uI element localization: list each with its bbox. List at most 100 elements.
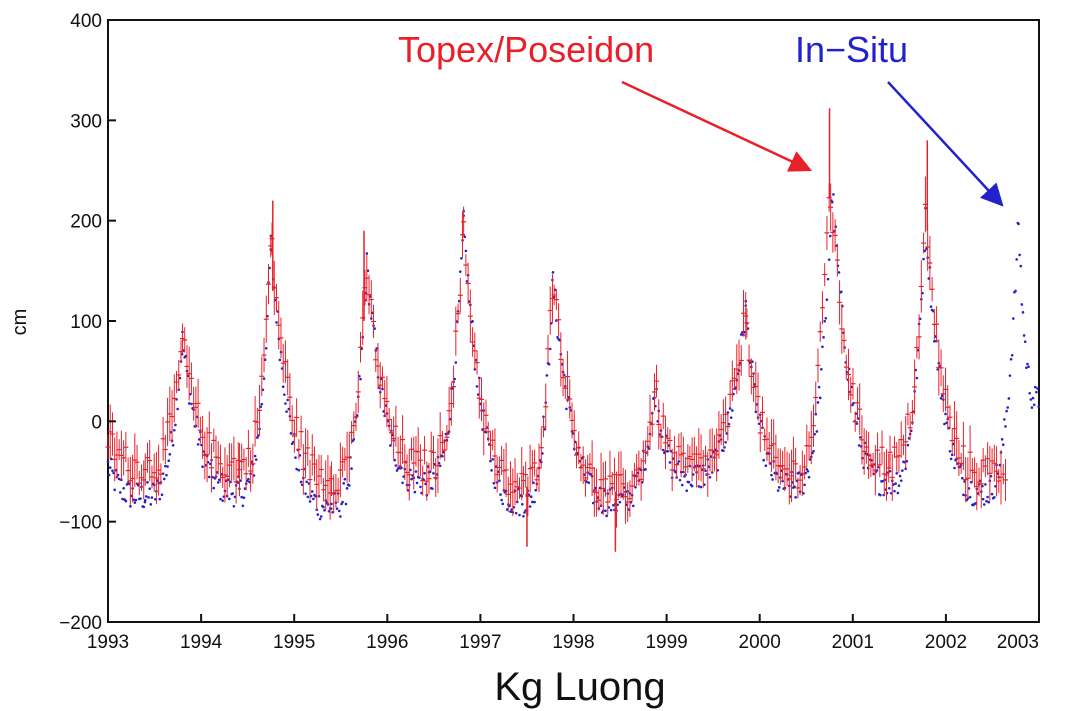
topex-point bbox=[460, 212, 466, 258]
topex-point bbox=[233, 460, 239, 504]
topex-point bbox=[709, 428, 715, 473]
topex-point bbox=[746, 344, 752, 376]
topex-point bbox=[771, 419, 777, 469]
topex-point bbox=[282, 340, 288, 383]
plot-frame bbox=[107, 19, 1040, 623]
in-situ-point bbox=[253, 454, 257, 458]
in-situ-point bbox=[708, 475, 712, 479]
topex-point bbox=[662, 416, 668, 469]
in-situ-point bbox=[899, 479, 903, 482]
in-situ-point bbox=[1005, 409, 1008, 413]
in-situ-arrow bbox=[887, 81, 1004, 207]
in-situ-point bbox=[523, 511, 526, 514]
topex-point bbox=[909, 399, 915, 426]
topex-point bbox=[213, 435, 219, 479]
x-tick-label: 1994 bbox=[180, 632, 223, 653]
in-situ-point bbox=[858, 436, 862, 439]
topex-point bbox=[766, 431, 772, 465]
topex-point bbox=[202, 431, 208, 480]
topex-point bbox=[379, 366, 385, 389]
in-situ-point bbox=[728, 407, 732, 410]
topex-point bbox=[499, 445, 505, 476]
topex-point bbox=[929, 276, 935, 302]
topex-point bbox=[705, 451, 711, 497]
in-situ-point bbox=[322, 505, 325, 509]
topex-point bbox=[335, 477, 341, 503]
in-situ-point bbox=[348, 484, 351, 487]
topex-point bbox=[839, 304, 845, 354]
in-situ-point bbox=[968, 495, 972, 499]
topex-point bbox=[481, 402, 487, 456]
in-situ-point bbox=[471, 320, 474, 323]
topex-point bbox=[211, 428, 217, 453]
topex-point bbox=[153, 452, 159, 504]
in-situ-point bbox=[699, 485, 703, 489]
topex-point bbox=[114, 431, 120, 479]
topex-point bbox=[743, 292, 749, 340]
topex-point bbox=[703, 445, 709, 467]
topex-point bbox=[160, 416, 166, 461]
topex-point bbox=[945, 385, 951, 430]
in-situ-point bbox=[933, 339, 936, 343]
x-tick-label: 1993 bbox=[87, 632, 129, 653]
topex-point bbox=[243, 457, 249, 491]
axes-layer: −200 −100 0 100 200 300 400 1993 1994 1995 1996 199… bbox=[59, 11, 1040, 653]
topex-point bbox=[974, 462, 980, 511]
in-situ-point bbox=[762, 458, 765, 462]
in-situ-point bbox=[148, 487, 152, 490]
topex-point bbox=[793, 447, 799, 480]
in-situ-point bbox=[262, 377, 266, 380]
in-situ-point bbox=[879, 493, 882, 497]
topex-point bbox=[647, 394, 653, 450]
topex-point bbox=[764, 417, 770, 462]
topex-point bbox=[587, 453, 593, 476]
in-situ-point bbox=[609, 508, 613, 512]
topex-point bbox=[991, 444, 997, 482]
in-situ-point bbox=[489, 459, 492, 463]
y-tick-label: 300 bbox=[70, 111, 102, 132]
in-situ-point bbox=[410, 477, 413, 481]
in-situ-point bbox=[121, 497, 124, 501]
in-situ-point bbox=[501, 502, 505, 506]
topex-point bbox=[551, 284, 557, 306]
topex-point bbox=[442, 438, 448, 462]
topex-point bbox=[877, 452, 883, 478]
in-situ-point bbox=[981, 497, 985, 501]
topex-point bbox=[857, 383, 863, 435]
in-situ-point bbox=[824, 316, 828, 320]
in-situ-point bbox=[666, 449, 670, 453]
in-situ-point bbox=[547, 362, 551, 366]
topex-point bbox=[371, 304, 377, 339]
in-situ-point bbox=[906, 443, 910, 447]
topex-point bbox=[859, 415, 865, 465]
topex-point bbox=[118, 430, 124, 480]
topex-point bbox=[802, 454, 808, 480]
topex-point bbox=[357, 332, 363, 363]
topex-point bbox=[134, 444, 140, 480]
topex-point bbox=[386, 408, 392, 432]
in-situ-point bbox=[777, 486, 781, 489]
in-situ-point bbox=[294, 456, 297, 459]
topex-arrow bbox=[621, 80, 813, 172]
in-situ-point bbox=[432, 472, 435, 475]
topex-point bbox=[257, 384, 263, 436]
topex-point bbox=[266, 264, 272, 305]
topex-point bbox=[289, 405, 295, 436]
in-situ-point bbox=[286, 398, 289, 402]
in-situ-point bbox=[111, 469, 114, 472]
in-situ-point bbox=[1014, 289, 1017, 293]
in-situ-point bbox=[814, 412, 818, 416]
in-situ-point bbox=[1032, 403, 1036, 407]
topex-point bbox=[186, 346, 192, 401]
in-situ-point bbox=[687, 480, 691, 484]
in-situ-point bbox=[990, 492, 994, 496]
topex-point bbox=[815, 348, 821, 383]
topex-point bbox=[337, 442, 343, 498]
in-situ-point bbox=[962, 493, 965, 497]
topex-point bbox=[231, 436, 237, 481]
in-situ-point bbox=[690, 484, 694, 488]
topex-point bbox=[517, 477, 523, 499]
topex-point bbox=[112, 437, 118, 482]
topex-point bbox=[355, 370, 361, 414]
in-situ-point bbox=[1001, 443, 1005, 447]
